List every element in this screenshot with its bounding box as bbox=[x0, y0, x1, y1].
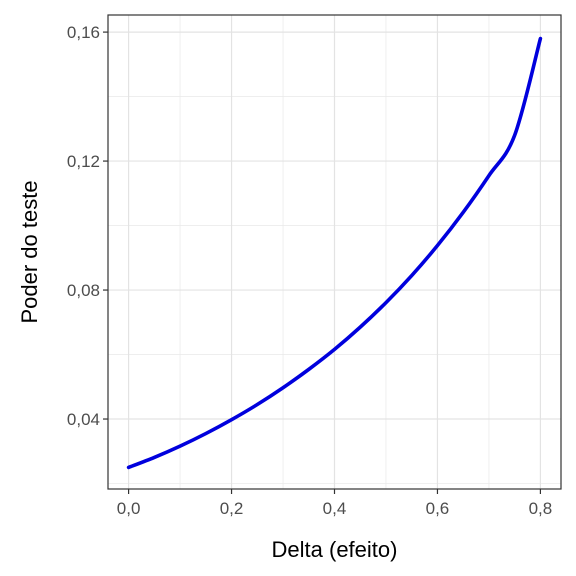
y-axis-ticks: 0,04 0,08 0,12 0,16 bbox=[67, 23, 108, 429]
y-axis-title: Poder do teste bbox=[17, 180, 42, 323]
y-tick-label: 0,12 bbox=[67, 152, 100, 171]
x-axis-ticks: 0,0 0,2 0,4 0,6 0,8 bbox=[117, 489, 552, 518]
y-tick-label: 0,08 bbox=[67, 281, 100, 300]
x-tick-label: 0,4 bbox=[323, 499, 347, 518]
y-tick-label: 0,16 bbox=[67, 23, 100, 42]
series-line bbox=[126, 36, 543, 470]
x-tick-label: 0,6 bbox=[426, 499, 450, 518]
major-gridlines bbox=[108, 15, 561, 489]
x-tick-label: 0,2 bbox=[220, 499, 244, 518]
x-tick-label: 0,8 bbox=[529, 499, 553, 518]
series-layer bbox=[126, 36, 543, 470]
x-axis-title: Delta (efeito) bbox=[272, 537, 398, 562]
y-tick-label: 0,04 bbox=[67, 410, 100, 429]
x-tick-label: 0,0 bbox=[117, 499, 141, 518]
